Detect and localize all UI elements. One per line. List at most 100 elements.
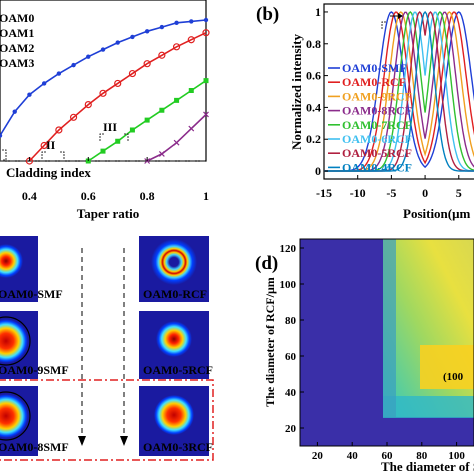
panel-b-ytick-2: 0.4 xyxy=(306,100,321,114)
panel-b-xtick-0: -15 xyxy=(316,186,332,200)
panel-a-point-oam1-6 xyxy=(114,79,122,88)
label-oam0-rcf: OAM0-RCF xyxy=(143,287,207,301)
panel-a-legend: OAM0 OAM1 OAM2 OAM3 xyxy=(0,11,34,70)
panel-d-xtick-3: 80 xyxy=(416,450,428,462)
panel-b-legend-3: OAM0-8RCF xyxy=(342,104,412,118)
panel-a-line-oam3 xyxy=(146,113,207,162)
panel-b-xtick-3: 0 xyxy=(422,186,428,200)
panel-a-point-oam2-7 xyxy=(188,88,194,93)
panel-a-point-oam1-1 xyxy=(40,141,48,150)
annotation-ii: II xyxy=(46,138,56,152)
panel-b-legend-7: OAM0-4RCF xyxy=(342,160,412,174)
panel-b-ytick-3: 0.6 xyxy=(306,69,321,83)
panel-b-ytick-5: 1 xyxy=(315,5,321,19)
panel-d-xtick-4: 100 xyxy=(448,450,465,462)
panel-d-ytick-5: 120 xyxy=(280,243,297,255)
heatmap-annotation: (100 xyxy=(443,371,464,383)
panel-a-point-oam0-2 xyxy=(27,92,32,97)
legend-oam1: OAM1 xyxy=(0,26,34,40)
panel-a-point-oam0-14 xyxy=(203,17,209,23)
panel-a-point-oam0-11 xyxy=(159,24,165,30)
mode-spot-oam0-9smf xyxy=(0,319,28,363)
panel-d-ytick-3: 80 xyxy=(285,315,297,327)
panel-b-curves xyxy=(324,10,474,172)
label-oam0-9smf: OAM0-9SMF xyxy=(0,363,69,377)
panel-a-point-oam1-9 xyxy=(158,51,166,59)
panel-a-point-oam0-6 xyxy=(86,54,91,59)
panel-b-xtick-2: -5 xyxy=(386,186,396,200)
mode-spot-oam0-smf xyxy=(0,244,23,278)
legend-oam0: OAM0 xyxy=(0,11,34,25)
bracket-i xyxy=(2,149,7,161)
panel-b-legend-1: OAM0-RCF xyxy=(342,75,406,89)
panel-a-point-oam1-4 xyxy=(84,100,92,109)
panel-a-point-oam1-2 xyxy=(55,126,63,134)
panel-a-ticks: 0.4 0.6 0.8 1 xyxy=(22,157,209,203)
bracket-iii xyxy=(99,133,129,142)
panel-d-ytick-2: 60 xyxy=(285,351,297,363)
panel-b-legend: OAM0-SMFOAM0-RCFOAM0-9RCFOAM0-8RCFOAM0-7… xyxy=(328,61,412,174)
panel-d-xtick-1: 40 xyxy=(347,450,359,462)
panel-a-point-oam0-10 xyxy=(144,29,150,34)
panel-a-point-oam2-2 xyxy=(115,138,121,144)
panel-b-legend-2: OAM0-9RCF xyxy=(342,89,412,103)
panel-b-xtick-4: 5 xyxy=(456,186,462,200)
label-oam0-3rcf: OAM0-3RCF xyxy=(143,440,213,454)
legend-oam2: OAM2 xyxy=(0,41,34,55)
heatmap-left-band xyxy=(383,239,396,417)
panel-b-ylabel: Normalized intensity xyxy=(289,34,304,150)
panel-b-ytick-1: 0.2 xyxy=(306,132,321,146)
label-oam0-5rcf: OAM0-5RCF xyxy=(143,363,213,377)
panel-b-bracket xyxy=(381,21,386,30)
panel-b: (b) Normalized intensity Position(μm -15… xyxy=(256,3,474,221)
panel-d-label: (d) xyxy=(255,253,278,274)
panel-a-xtick-3: 1 xyxy=(203,189,209,203)
panel-a-point-oam0-0 xyxy=(0,133,3,138)
panel-a-xlabel: Taper ratio xyxy=(77,206,139,221)
heatmap-hotspot xyxy=(420,345,474,389)
panel-a-series xyxy=(0,17,210,165)
cladding-index-label: Cladding index xyxy=(6,165,91,180)
panel-a-point-oam0-13 xyxy=(189,19,194,24)
panel-d-xtick-0: 20 xyxy=(312,450,324,462)
panel-a-point-oam1-10 xyxy=(172,43,181,51)
panel-b-arrowhead xyxy=(398,13,403,19)
arrowhead-left-column xyxy=(78,436,86,446)
highlight-box xyxy=(0,379,214,461)
panel-b-legend-0: OAM0-SMF xyxy=(342,61,407,75)
bracket-ii xyxy=(41,151,65,160)
panel-a-point-oam1-8 xyxy=(143,60,151,68)
panel-a-point-oam3-1 xyxy=(158,151,165,157)
panel-a-point-oam1-3 xyxy=(69,113,78,121)
panel-b-xtick-1: -10 xyxy=(350,186,366,200)
panel-a-point-oam1-11 xyxy=(187,36,195,44)
core-outline-9smf xyxy=(0,316,31,366)
panel-b-curve-7 xyxy=(324,10,474,172)
panel-a-point-oam1-5 xyxy=(99,89,107,97)
panel-d-ytick-1: 40 xyxy=(285,387,297,399)
panel-a-point-oam0-12 xyxy=(174,20,179,26)
panel-c: OAM0-SMF OAM0-9SMF OAM0-8SMF OAM0-RCF OA… xyxy=(0,236,214,461)
panel-b-xlabel: Position(μm xyxy=(403,206,470,221)
heatmap-region xyxy=(383,239,474,417)
panel-a-point-oam2-1 xyxy=(100,148,106,154)
mode-ring-oam0-rcf xyxy=(151,239,197,285)
panel-a-point-oam0-8 xyxy=(115,40,120,45)
label-oam0-smf: OAM0-SMF xyxy=(0,287,63,301)
panel-a-point-oam2-5 xyxy=(159,107,165,113)
mode-spot-oam0-5rcf xyxy=(156,321,192,357)
panel-b-ytick-0: 0 xyxy=(315,164,321,178)
panel-a-point-oam3-4 xyxy=(203,111,209,118)
panel-b-ytick-4: 0.8 xyxy=(306,37,321,51)
panel-a-xtick-1: 0.6 xyxy=(81,189,96,203)
panel-a: 0.4 0.6 0.8 1 Cladding index Taper ratio OA… xyxy=(0,0,210,221)
panel-b-legend-6: OAM0-5RCF xyxy=(342,146,412,160)
mode-spot-oam0-3rcf xyxy=(154,395,194,435)
panel-d-ytick-0: 20 xyxy=(285,423,297,435)
legend-oam3: OAM3 xyxy=(0,56,34,70)
panel-a-point-oam1-7 xyxy=(128,69,137,78)
panel-d-ylabel: The diameter of RCF/μm xyxy=(263,277,277,407)
panel-d-xlabel: The diameter of SMF xyxy=(381,459,474,474)
panel-a-xtick-2: 0.8 xyxy=(140,189,155,203)
